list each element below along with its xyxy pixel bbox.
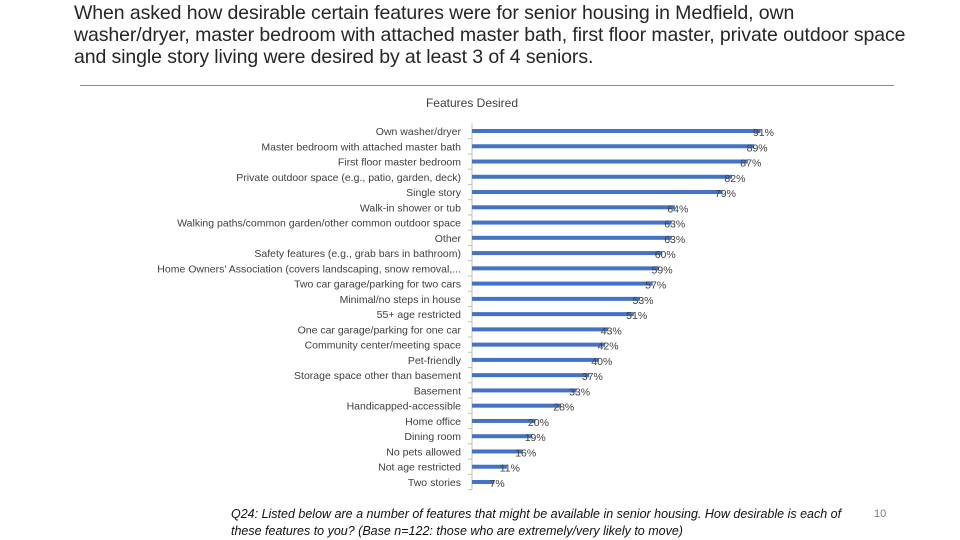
data-label: 91%	[753, 127, 774, 139]
data-label: 16%	[515, 447, 536, 459]
bar	[472, 144, 755, 149]
chart-title: Features Desired	[426, 96, 518, 110]
slide-headline: When asked how desirable certain feature…	[74, 2, 906, 68]
data-label: 64%	[667, 203, 688, 215]
bar	[472, 251, 663, 256]
data-label: 43%	[601, 325, 622, 337]
category-label: Safety features (e.g., grab bars in bath…	[254, 248, 461, 260]
data-label: 11%	[500, 463, 520, 475]
bar	[472, 266, 660, 271]
category-label: Two stories	[408, 477, 461, 489]
category-label: Single story	[406, 187, 462, 199]
category-label: Home office	[405, 416, 461, 428]
category-label: Master bedroom with attached master bath	[261, 141, 461, 153]
data-label: 40%	[591, 356, 612, 368]
category-label: Own washer/dryer	[376, 126, 462, 138]
header-rule-left	[80, 85, 170, 86]
data-label: 33%	[569, 386, 590, 398]
bar	[472, 464, 507, 469]
question-footnote: Q24: Listed below are a number of featur…	[231, 507, 842, 538]
bar	[472, 281, 653, 286]
category-label: Pet-friendly	[408, 355, 462, 367]
data-label: 63%	[664, 234, 685, 246]
bar	[472, 479, 495, 484]
bar	[472, 296, 641, 301]
data-label: 87%	[740, 158, 761, 170]
bar	[472, 205, 675, 210]
data-label: 60%	[655, 249, 676, 261]
bar	[472, 327, 609, 332]
data-label: 59%	[652, 264, 673, 276]
category-label: Home Owners' Association (covers landsca…	[157, 263, 461, 275]
category-label: Walk-in shower or tub	[360, 202, 461, 214]
bar	[472, 220, 672, 225]
data-label: 28%	[553, 402, 574, 414]
bar	[472, 388, 577, 393]
data-label: 7%	[490, 478, 505, 490]
data-label: 57%	[645, 280, 666, 292]
category-label: Storage space other than basement	[294, 370, 461, 382]
bar	[472, 174, 732, 179]
category-label: One car garage/parking for one car	[298, 324, 462, 336]
data-label: 19%	[525, 432, 546, 444]
category-label: No pets allowed	[386, 446, 461, 458]
category-label: Not age restricted	[378, 462, 461, 474]
data-label: 82%	[724, 173, 745, 185]
bar	[472, 418, 536, 423]
category-label: Other	[435, 233, 462, 245]
bar	[472, 129, 761, 133]
category-label: First floor master bedroom	[338, 157, 461, 169]
data-label: 89%	[747, 142, 768, 154]
bar	[472, 357, 599, 362]
category-label: Private outdoor space (e.g., patio, gard…	[236, 172, 461, 184]
data-label: 37%	[582, 371, 603, 383]
bar	[472, 403, 561, 408]
data-label: 63%	[664, 219, 685, 231]
category-label: Minimal/no steps in house	[340, 294, 462, 306]
data-label: 42%	[598, 341, 619, 353]
category-label: Two car garage/parking for two cars	[294, 279, 461, 291]
category-label: Dining room	[404, 431, 461, 443]
bar	[472, 235, 672, 240]
data-label: 20%	[528, 417, 549, 429]
bar	[472, 434, 533, 439]
bar	[472, 342, 606, 347]
bar	[472, 312, 634, 317]
page-number: 10	[874, 508, 887, 520]
bar	[472, 373, 590, 378]
bar	[472, 449, 523, 454]
category-label: 55+ age restricted	[377, 309, 462, 321]
data-label: 51%	[626, 310, 647, 322]
data-label: 53%	[633, 295, 654, 307]
category-label: Walking paths/common garden/other common…	[177, 218, 461, 230]
category-label: Community center/meeting space	[305, 340, 462, 352]
category-label: Basement	[414, 385, 461, 397]
category-label: Handicapped-accessible	[347, 401, 462, 413]
bar	[472, 159, 748, 164]
header-rule-right	[170, 85, 894, 86]
data-label: 79%	[715, 188, 736, 200]
bar	[472, 190, 723, 195]
